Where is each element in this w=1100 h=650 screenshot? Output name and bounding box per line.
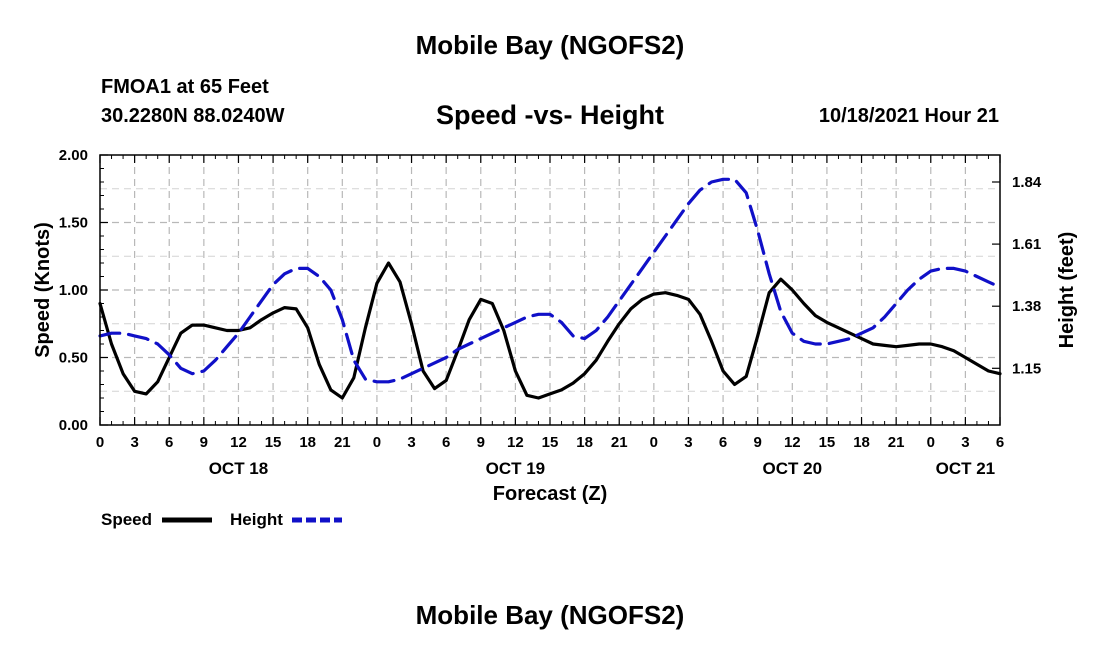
legend-height-label: Height — [230, 510, 283, 529]
speed-series-line — [98, 261, 1002, 400]
chart-subtitle: Speed -vs- Height — [435, 100, 665, 130]
y-tick-label-right: 1.61 — [1012, 236, 1041, 253]
page-title: Mobile Bay (NGOFS2) — [415, 30, 685, 60]
footer-title: Mobile Bay (NGOFS2) — [415, 600, 685, 630]
y-tick-label-left: 0.00 — [59, 417, 88, 434]
x-tick-label: 21 — [611, 434, 628, 451]
x-tick-label: 15 — [542, 434, 559, 451]
chart-series — [98, 177, 1002, 400]
station-coords: 30.2280N 88.0240W — [101, 105, 285, 127]
station-label: FMOA1 at 65 Feet — [101, 76, 269, 98]
chart-grid — [100, 155, 1000, 425]
chart-legend: Speed Height — [101, 510, 342, 529]
y-axis-title-left: Speed (Knots) — [32, 222, 54, 358]
x-axis-title: Forecast (Z) — [493, 483, 607, 505]
y-tick-label-right: 1.84 — [1012, 174, 1042, 191]
x-tick-label: 3 — [684, 434, 692, 451]
x-tick-label: 18 — [853, 434, 870, 451]
y-tick-label-left: 1.00 — [59, 282, 88, 299]
x-tick-label: 6 — [719, 434, 727, 451]
y-axis-title-right: Height (feet) — [1056, 232, 1078, 349]
x-tick-label: 12 — [230, 434, 247, 451]
x-tick-label: 0 — [373, 434, 381, 451]
x-tick-label: 3 — [407, 434, 415, 451]
x-tick-label: 9 — [200, 434, 208, 451]
y-tick-label-right: 1.15 — [1012, 360, 1041, 377]
day-label: OCT 18 — [209, 459, 269, 478]
x-tick-label: 6 — [442, 434, 450, 451]
x-tick-label: 15 — [265, 434, 282, 451]
y-tick-label-left: 2.00 — [59, 147, 88, 164]
y-tick-label-left: 0.50 — [59, 350, 88, 367]
x-tick-label: 9 — [754, 434, 762, 451]
day-label: OCT 21 — [936, 459, 996, 478]
x-tick-label: 0 — [927, 434, 935, 451]
x-tick-label: 0 — [96, 434, 104, 451]
day-label: OCT 20 — [763, 459, 823, 478]
height-series-line — [98, 177, 1002, 384]
x-tick-label: 18 — [299, 434, 316, 451]
legend-speed-label: Speed — [101, 510, 152, 529]
x-tick-label: 12 — [784, 434, 801, 451]
x-tick-label: 21 — [334, 434, 351, 451]
x-tick-label: 3 — [961, 434, 969, 451]
x-tick-label: 12 — [507, 434, 524, 451]
x-tick-label: 6 — [996, 434, 1004, 451]
x-tick-label: 3 — [130, 434, 138, 451]
y-tick-label-right: 1.38 — [1012, 298, 1041, 315]
day-label: OCT 19 — [486, 459, 546, 478]
x-tick-label: 0 — [650, 434, 658, 451]
forecast-datetime: 10/18/2021 Hour 21 — [818, 105, 999, 127]
x-tick-label: 9 — [477, 434, 485, 451]
x-tick-label: 6 — [165, 434, 173, 451]
x-tick-label: 15 — [819, 434, 836, 451]
x-tick-label: 21 — [888, 434, 905, 451]
x-tick-label: 18 — [576, 434, 593, 451]
y-tick-label-left: 1.50 — [59, 215, 88, 232]
chart-axes: 0 3 6 9 12 15 18 21 0 3 6 9 12 15 18 21 0 3 6 9 12 15 18 21 0 3 6O… — [59, 147, 1042, 478]
